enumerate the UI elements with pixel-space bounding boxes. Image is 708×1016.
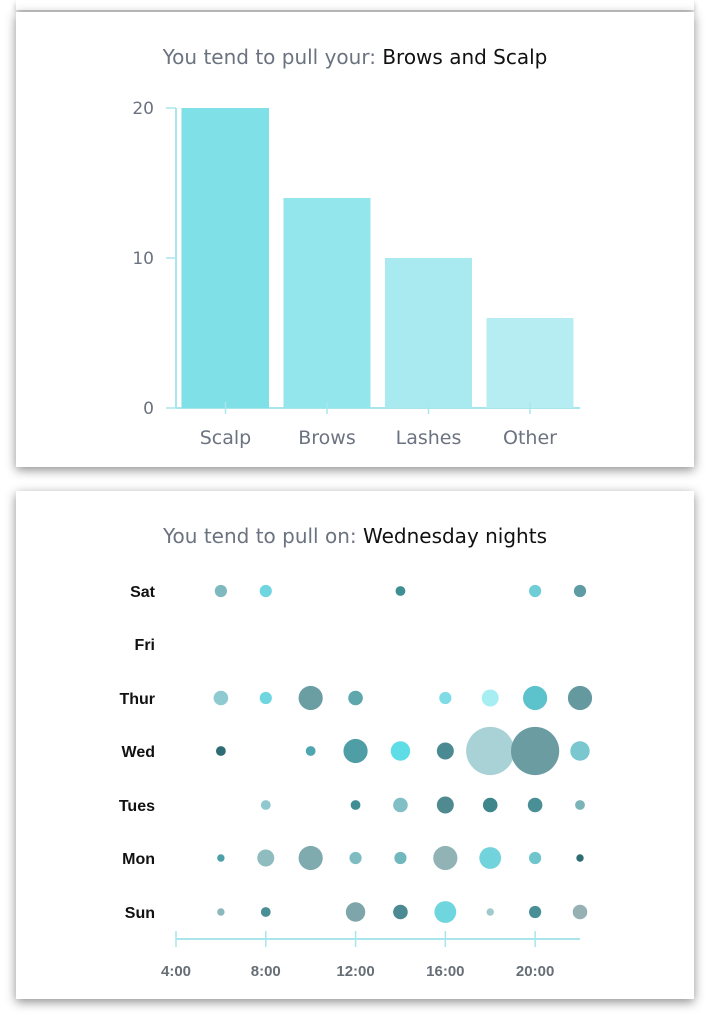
bubble-chart: 4:00 8:00 12:00 16:00 20:00 Sun Mon Tues Wed Thur… [119, 584, 593, 980]
bubble [433, 845, 458, 871]
bubble [482, 797, 498, 813]
x-tick-label: 8:00 [251, 963, 281, 980]
bubble [479, 847, 502, 869]
bubble [529, 584, 542, 598]
x-tick-label: Brows [298, 427, 356, 449]
pull-area-card: You tend to pull your: Brows and Scalp 0… [16, 12, 694, 467]
bubble [259, 691, 272, 705]
bubble [343, 738, 368, 764]
day-label: Fri [135, 637, 155, 654]
bubble [436, 742, 454, 760]
bar [283, 198, 371, 408]
bubble [570, 741, 590, 761]
x-tick-label: 16:00 [426, 963, 464, 980]
bubble [511, 726, 560, 776]
x-tick-label: Other [503, 427, 557, 449]
bubble [575, 800, 585, 810]
bar [385, 258, 472, 408]
previous-card-edge [16, 0, 694, 10]
y-tick-label: 10 [132, 249, 154, 269]
bubble [349, 851, 362, 865]
pull-time-title-prefix: You tend to pull on: [162, 524, 357, 548]
bubble [393, 904, 408, 920]
bubble [214, 584, 227, 598]
bubble [257, 849, 275, 867]
day-label: Thur [119, 691, 155, 708]
bubble [466, 726, 515, 776]
pull-area-title-prefix: You tend to pull your: [162, 45, 376, 69]
bubble [434, 901, 457, 923]
x-tick-label: 20:00 [516, 963, 554, 980]
x-tick-label: Lashes [396, 427, 462, 449]
bar [486, 318, 574, 408]
x-tick-label: 4:00 [161, 963, 191, 980]
bubble [573, 584, 587, 598]
bubble [298, 845, 323, 871]
x-tick-label: Scalp [200, 427, 252, 449]
day-label: Sun [125, 905, 155, 922]
bubble [481, 689, 499, 707]
pull-area-title: You tend to pull your: Brows and Scalp [16, 45, 694, 69]
bubble [486, 908, 494, 916]
bar [182, 108, 269, 408]
bubble [529, 851, 542, 865]
day-label: Mon [122, 851, 155, 868]
bubble [393, 797, 408, 813]
x-tick-label: 12:00 [336, 963, 374, 980]
bar-chart: 0 10 20 Scalp Brows Lashes Other [132, 99, 580, 449]
pull-time-card: You tend to pull on: Wednesday nights 4:… [16, 491, 694, 999]
pull-time-title: You tend to pull on: Wednesday nights [16, 524, 694, 548]
bubble [523, 685, 548, 711]
bubble [567, 685, 593, 711]
y-tick-label: 20 [132, 99, 154, 119]
bubble [260, 800, 271, 810]
bubble [529, 905, 542, 919]
day-label: Sat [130, 584, 156, 601]
bubble [348, 690, 363, 706]
bubble [390, 741, 411, 761]
bubble [576, 854, 584, 862]
bubble [260, 907, 271, 917]
bubble [395, 586, 406, 596]
bubble [215, 746, 226, 756]
bubble [213, 690, 229, 706]
pull-area-title-value: Brows and Scalp [382, 45, 548, 69]
bubble [345, 902, 366, 922]
bubble [217, 854, 225, 862]
bubble [572, 904, 588, 920]
bubble [527, 797, 543, 813]
bubble [217, 908, 225, 916]
bubble [436, 796, 454, 814]
bubble [394, 851, 407, 865]
bubble [259, 584, 272, 598]
y-tick-label: 0 [143, 399, 154, 419]
day-label: Tues [119, 798, 155, 815]
bubble [350, 800, 361, 810]
pull-time-title-value: Wednesday nights [362, 524, 547, 548]
day-label: Wed [122, 744, 155, 761]
bubble [298, 685, 323, 711]
bubble [305, 746, 316, 756]
bubble [439, 691, 452, 705]
